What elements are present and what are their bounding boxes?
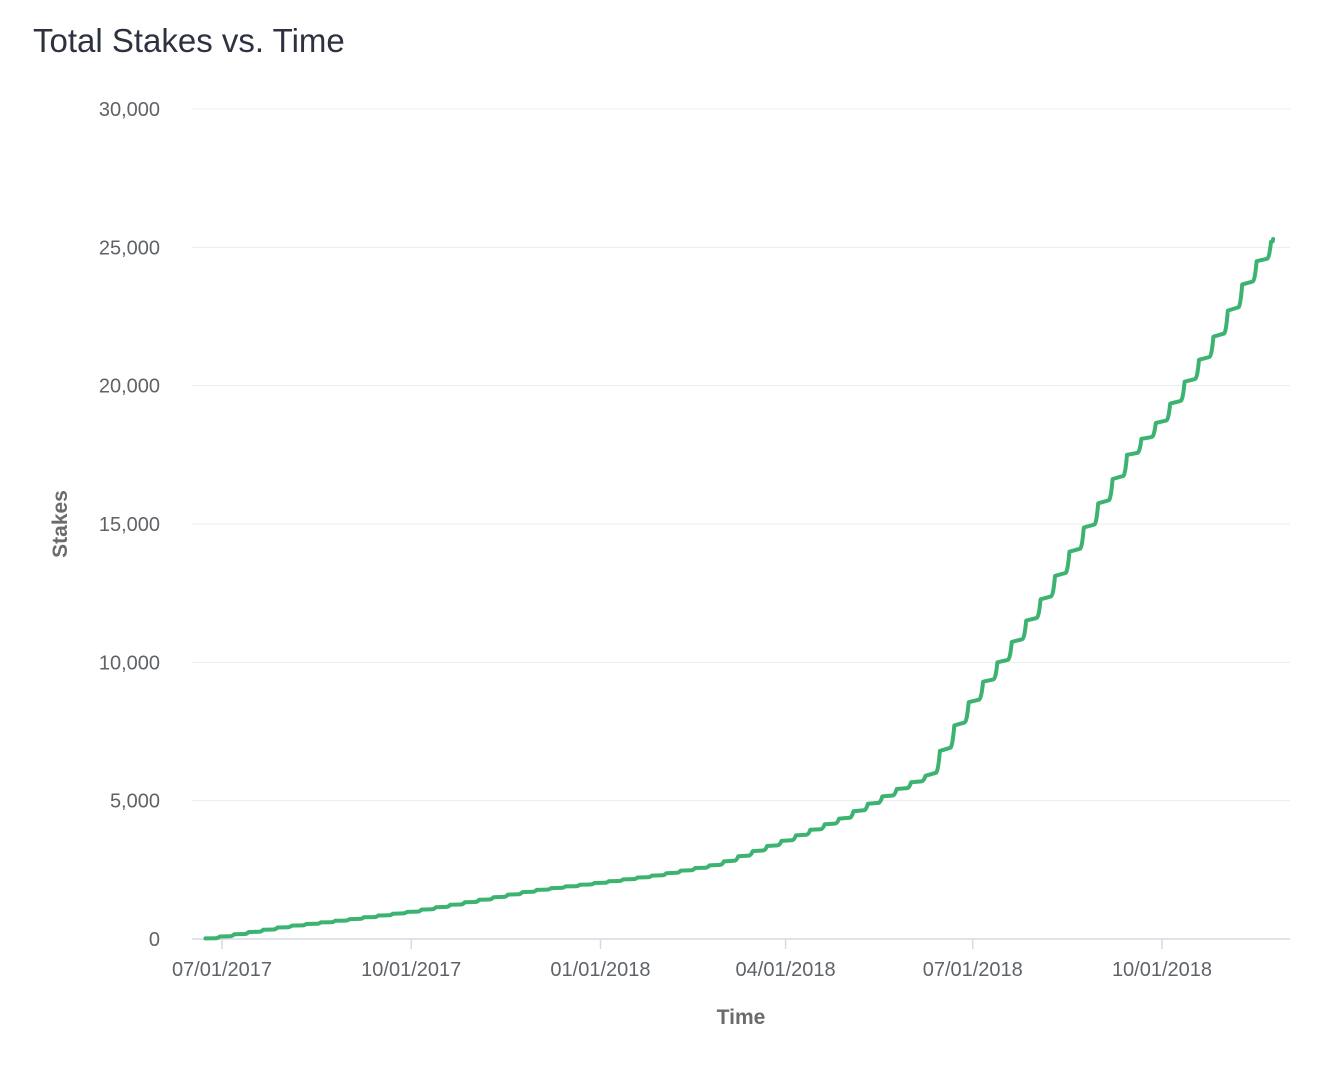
x-tick-label: 07/01/2017 (172, 959, 272, 981)
y-tick-label: 25,000 (99, 237, 160, 259)
x-tick-label: 01/01/2018 (550, 959, 650, 981)
series-line-stakes (203, 237, 1276, 941)
x-tick-label: 04/01/2018 (736, 959, 836, 981)
y-tick-label: 15,000 (99, 514, 160, 536)
y-tick-label: 5,000 (110, 791, 160, 813)
y-tick-label: 0 (149, 929, 160, 951)
y-tick-label: 10,000 (99, 652, 160, 674)
x-tick-label: 10/01/2018 (1112, 959, 1212, 981)
axes: 0 5,000 10,000 15,000 20,000 25,000 30,000 07/0… (99, 99, 1290, 981)
y-tick-label: 30,000 (99, 99, 160, 121)
gridlines (192, 108, 1290, 802)
y-tick-label: 20,000 (99, 376, 160, 398)
x-tick-label: 07/01/2018 (923, 959, 1023, 981)
series-layer (203, 237, 1276, 941)
chart-title: Total Stakes vs. Time (33, 22, 345, 59)
x-axis-label: Time (717, 1006, 766, 1029)
x-tick-label: 10/01/2017 (361, 959, 461, 981)
y-axis-label: Stakes (49, 490, 72, 558)
